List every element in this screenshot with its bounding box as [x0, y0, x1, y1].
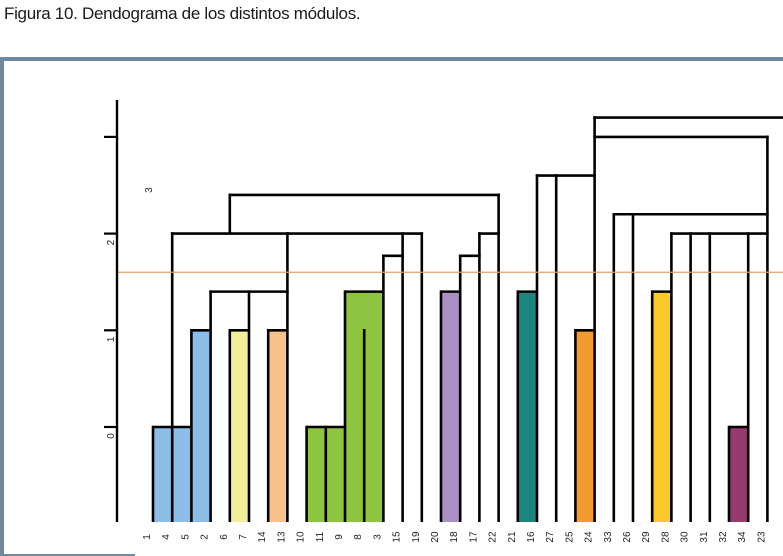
leaf-label: 30: [680, 531, 691, 543]
y-tick-label: 1: [106, 336, 117, 342]
leaf-label: 9: [334, 534, 345, 540]
leaf-label: 6: [219, 534, 230, 540]
leaf-label: 15: [392, 531, 403, 543]
leaf-label: 3: [372, 534, 383, 540]
leaf-label: 21: [507, 531, 518, 543]
leaf-label: 26: [622, 531, 633, 543]
leaf-label: 24: [584, 531, 595, 543]
leaf-label: 33: [603, 531, 614, 543]
leaf-label: 7: [238, 534, 249, 540]
leaf-label: 29: [641, 531, 652, 543]
leaf-label: 1: [142, 534, 153, 540]
leaf-label: 5: [180, 534, 191, 540]
leaf-label: 2: [200, 534, 211, 540]
module-block-yellow: [229, 330, 249, 522]
leaf-label: 14: [257, 531, 268, 543]
leaf-label: 22: [488, 531, 499, 543]
leaf-label: 8: [353, 534, 364, 540]
module-blocks: [153, 290, 749, 522]
leaf-label: 11: [315, 531, 326, 542]
y-tick-label: 0: [106, 433, 117, 439]
leaf-label: 31: [699, 531, 710, 543]
leaf-label: 18: [449, 531, 460, 543]
leaf-label: 13: [276, 531, 287, 543]
frame-gap: [135, 552, 783, 556]
module-block-orange: [575, 330, 595, 522]
leaf-label: 16: [526, 531, 537, 543]
leaf-label: 32: [718, 531, 729, 543]
module-block-teal: [517, 291, 537, 522]
y-axis: 0 1 2: [104, 100, 119, 522]
module-block-peach: [268, 330, 288, 522]
leaf-label: 20: [430, 531, 441, 543]
leaf-label: 4: [161, 534, 172, 540]
leaf-label: 28: [660, 531, 671, 543]
leaf-label: 23: [756, 531, 767, 543]
leaf-label: 17: [468, 531, 479, 543]
annotation-label: 3: [144, 187, 155, 193]
leaf-label: 34: [737, 531, 748, 543]
leaf-label: 25: [564, 531, 575, 543]
module-block-blue: [191, 330, 211, 522]
leaf-labels: 1 4 5 2 6 7 14 13 10 11 9 8 3 15 19 20 18 17 22 21 16 27 25 24 3…: [142, 531, 767, 543]
leaf-label: 10: [296, 531, 307, 543]
y-tick-label: 2: [106, 239, 117, 245]
leaf-label: 27: [545, 531, 556, 543]
dendrogram-links: [151, 116, 783, 522]
leaf-label: 19: [411, 531, 422, 543]
module-block-gold: [652, 291, 672, 522]
figure-caption: Figura 10. Dendograma de los distintos m…: [4, 4, 361, 23]
module-block-lavender: [441, 291, 461, 522]
module-block-plum: [729, 427, 749, 522]
